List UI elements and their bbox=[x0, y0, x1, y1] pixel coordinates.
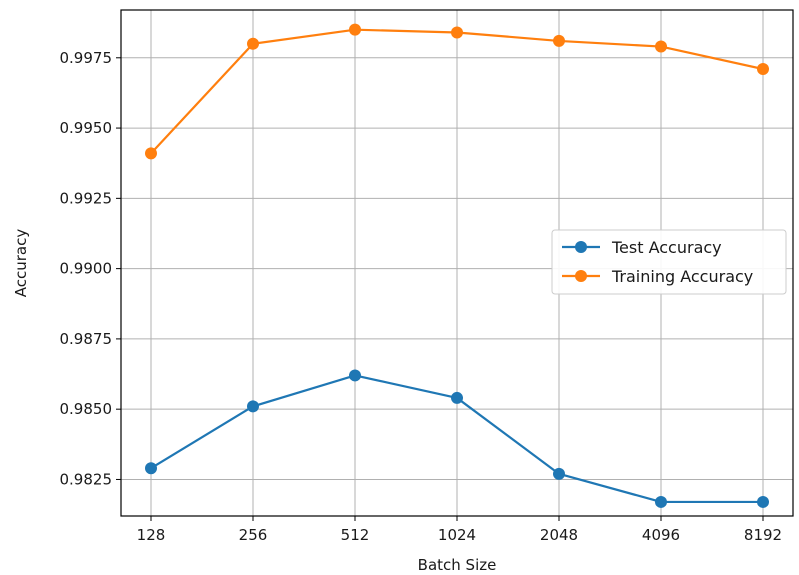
x-tick-label: 128 bbox=[137, 526, 166, 544]
series-lines bbox=[145, 23, 769, 508]
y-axis-title: Accuracy bbox=[12, 229, 30, 298]
data-point bbox=[145, 462, 157, 475]
x-tick-label: 4096 bbox=[642, 526, 680, 544]
data-point bbox=[655, 40, 667, 53]
y-tick-label: 0.9975 bbox=[60, 49, 113, 67]
x-tick-label: 1024 bbox=[438, 526, 476, 544]
y-tick-label: 0.9950 bbox=[60, 119, 113, 137]
data-point bbox=[757, 495, 769, 508]
y-tick-label: 0.9850 bbox=[60, 400, 113, 418]
legend: Test Accuracy Training Accuracy bbox=[551, 229, 787, 295]
axis-ticks: 128 256 512 1024 2048 4096 8192 0.9825 0.9850 0.9… bbox=[60, 49, 783, 544]
y-tick-label: 0.9925 bbox=[60, 189, 113, 207]
legend-label: Training Accuracy bbox=[611, 267, 753, 286]
legend-label: Test Accuracy bbox=[611, 238, 722, 257]
data-point bbox=[247, 37, 259, 50]
x-axis-title: Batch Size bbox=[418, 556, 497, 574]
data-point bbox=[247, 400, 259, 413]
data-point bbox=[553, 467, 565, 480]
data-point bbox=[451, 26, 463, 39]
legend-marker bbox=[575, 270, 587, 282]
legend-marker bbox=[575, 241, 587, 253]
data-point bbox=[553, 34, 565, 47]
y-tick-label: 0.9900 bbox=[60, 260, 113, 278]
data-point bbox=[451, 391, 463, 404]
x-tick-label: 2048 bbox=[540, 526, 578, 544]
legend-box bbox=[551, 229, 787, 295]
y-tick-label: 0.9875 bbox=[60, 330, 113, 348]
data-point bbox=[145, 147, 157, 160]
x-tick-label: 512 bbox=[341, 526, 370, 544]
data-point bbox=[757, 63, 769, 76]
data-point bbox=[349, 23, 361, 36]
x-tick-label: 8192 bbox=[744, 526, 782, 544]
y-tick-label: 0.9825 bbox=[60, 470, 113, 488]
data-point bbox=[655, 495, 667, 508]
x-tick-label: 256 bbox=[239, 526, 268, 544]
data-point bbox=[349, 369, 361, 382]
